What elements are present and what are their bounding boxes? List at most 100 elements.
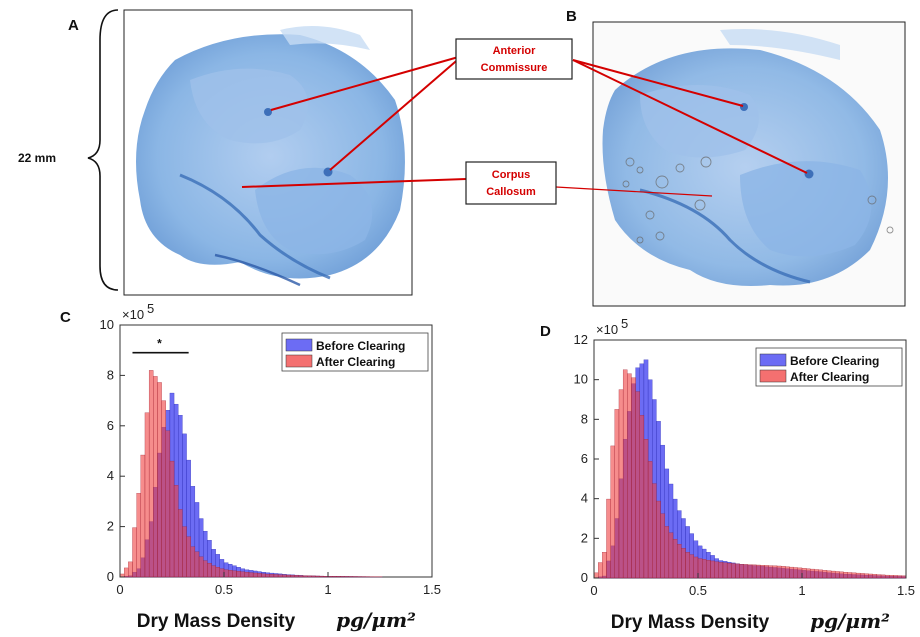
chart-c-bar-after [148, 370, 154, 578]
chart-c-bar-after [290, 575, 295, 578]
chart-c-legend-swatch [285, 354, 313, 368]
chart-c-bar-after [244, 572, 250, 578]
tissue-image-a [123, 9, 413, 296]
chart-d-bar-after [660, 513, 665, 579]
chart-c-bar-after [165, 430, 171, 578]
chart-d-bar-after [772, 565, 778, 579]
chart-c-xtick-label: 0 [116, 582, 123, 597]
label-anterior-commissure-line1: Anterior [493, 45, 537, 57]
chart-c-ytick-label: 2 [107, 519, 114, 534]
chart-d-ytick-label: 8 [581, 411, 588, 426]
label-anterior-commissure: Anterior Commissure [455, 38, 573, 80]
chart-c-bar-after [257, 573, 262, 578]
chart-c-bar-after [153, 376, 158, 578]
chart-d-ytick-label: 6 [581, 451, 588, 466]
chart-d-bar-after [593, 572, 599, 579]
chart-c-bar-after [269, 574, 275, 578]
chart-c-ytick-label: 0 [107, 569, 114, 584]
chart-c-legend: Before Clearing After Clearing [281, 332, 429, 372]
chart-d-bar-after [631, 377, 636, 579]
chart-d-bar-after [847, 572, 853, 579]
chart-d-bar-after [602, 552, 607, 579]
chart-d-bar-after [785, 566, 790, 579]
chart-d-bar-after [760, 565, 765, 579]
chart-d-bar-after [826, 570, 832, 579]
panel-letter-a: A [68, 17, 79, 34]
chart-d-bar-after [756, 564, 761, 579]
chart-d-y-exponent: 5 [621, 316, 628, 331]
chart-c-bar-after [157, 382, 162, 578]
chart-d-bar-after [793, 567, 798, 579]
chart-c-bar-after [311, 575, 316, 578]
chart-c-y-exponent: 5 [147, 301, 154, 316]
chart-d-bar-after [872, 574, 878, 579]
chart-c-ytick-label: 10 [100, 317, 114, 332]
chart-d-xlabel: Dry Mass Density [611, 612, 770, 633]
chart-c-legend-swatch [285, 338, 313, 352]
chart-c-bar-after [173, 485, 179, 578]
chart-c-bar-after [124, 567, 129, 578]
chart-d-bar-after [606, 498, 611, 579]
chart-c-bar-after [228, 570, 233, 578]
chart-d-bar-after [722, 562, 728, 579]
chart-d-bar-after [768, 565, 774, 579]
chart-d-bar-after [598, 562, 603, 579]
chart-c-bar-after [261, 573, 266, 578]
chart-c-legend-label: Before Clearing [316, 339, 405, 353]
chart-d-bar-after [885, 574, 890, 579]
chart-d-bar-after [618, 389, 624, 579]
chart-c-bar-after [327, 576, 333, 578]
chart-d-bar-after [789, 566, 794, 579]
chart-c-bar-after [198, 556, 204, 578]
chart-d-xtick-label: 0.5 [689, 583, 707, 598]
chart-d-bar-after [668, 532, 674, 579]
chart-d-bar-after [697, 558, 703, 579]
chart-c-bar-after [161, 400, 166, 578]
chart-d-bar-after [835, 571, 840, 579]
chart-d-bar-after [810, 568, 815, 579]
chart-d-bar-after [814, 569, 819, 579]
chart-c-bar-after [282, 574, 287, 578]
chart-c-bar-after [277, 574, 283, 578]
chart-d-bar-after [897, 575, 902, 579]
panel-letter-d: D [540, 323, 551, 340]
label-corpus-callosum-line2: Callosum [486, 186, 536, 198]
tissue-image-b [592, 21, 906, 307]
label-anterior-commissure-line2: Commissure [481, 62, 548, 74]
chart-c-bar-after [352, 576, 358, 578]
chart-d-bar-after [764, 565, 769, 579]
panel-letter-b: B [566, 8, 577, 25]
chart-c-xunit: pg/μm² [336, 608, 416, 632]
chart-d-ytick-label: 0 [581, 570, 588, 585]
chart-d-legend-label: Before Clearing [790, 354, 879, 368]
chart-c-bar-after [219, 568, 225, 578]
chart-d-bar-after [801, 568, 807, 579]
chart-d-bar-after [868, 573, 873, 579]
chart-d-bar-after [743, 564, 749, 579]
chart-c-bar-after [144, 412, 150, 578]
chart-d-bar-after [714, 561, 719, 579]
chart-d-bars-after [593, 369, 907, 579]
chart-c-ytick-label: 6 [107, 418, 114, 433]
chart-d-bar-after [639, 415, 645, 579]
chart-d-bar-after [610, 445, 615, 579]
chart-c-bar-after [336, 576, 341, 578]
chart-c-bar-after [252, 572, 258, 578]
histogram-c: 0 2 4 6 8 10 0 0.5 1 1.5 ×10 5 Dry Mass Density pg/μm… [100, 301, 442, 632]
chart-d-legend-swatch [759, 353, 787, 367]
chart-d-ytick-label: 2 [581, 530, 588, 545]
chart-c-bar-after [302, 575, 308, 578]
chart-c-bar-after [348, 576, 354, 578]
chart-d-bar-after [880, 574, 886, 579]
histogram-d: 0 2 4 6 8 10 12 0 0.5 1 1.5 ×10 5 Dry Mass Density pg/… [574, 316, 916, 633]
chart-d-bar-after [843, 572, 848, 579]
chart-c-significance-star: * [157, 337, 162, 351]
chart-d-bar-after [822, 570, 828, 579]
chart-d-bar-after [685, 552, 690, 579]
chart-d-bar-after [681, 548, 686, 579]
chart-d-bar-after [876, 574, 882, 579]
chart-d-bar-after [702, 559, 707, 579]
chart-d-bar-after [901, 575, 907, 579]
chart-c-bar-after [240, 571, 245, 578]
chart-d-bar-after [664, 526, 670, 579]
